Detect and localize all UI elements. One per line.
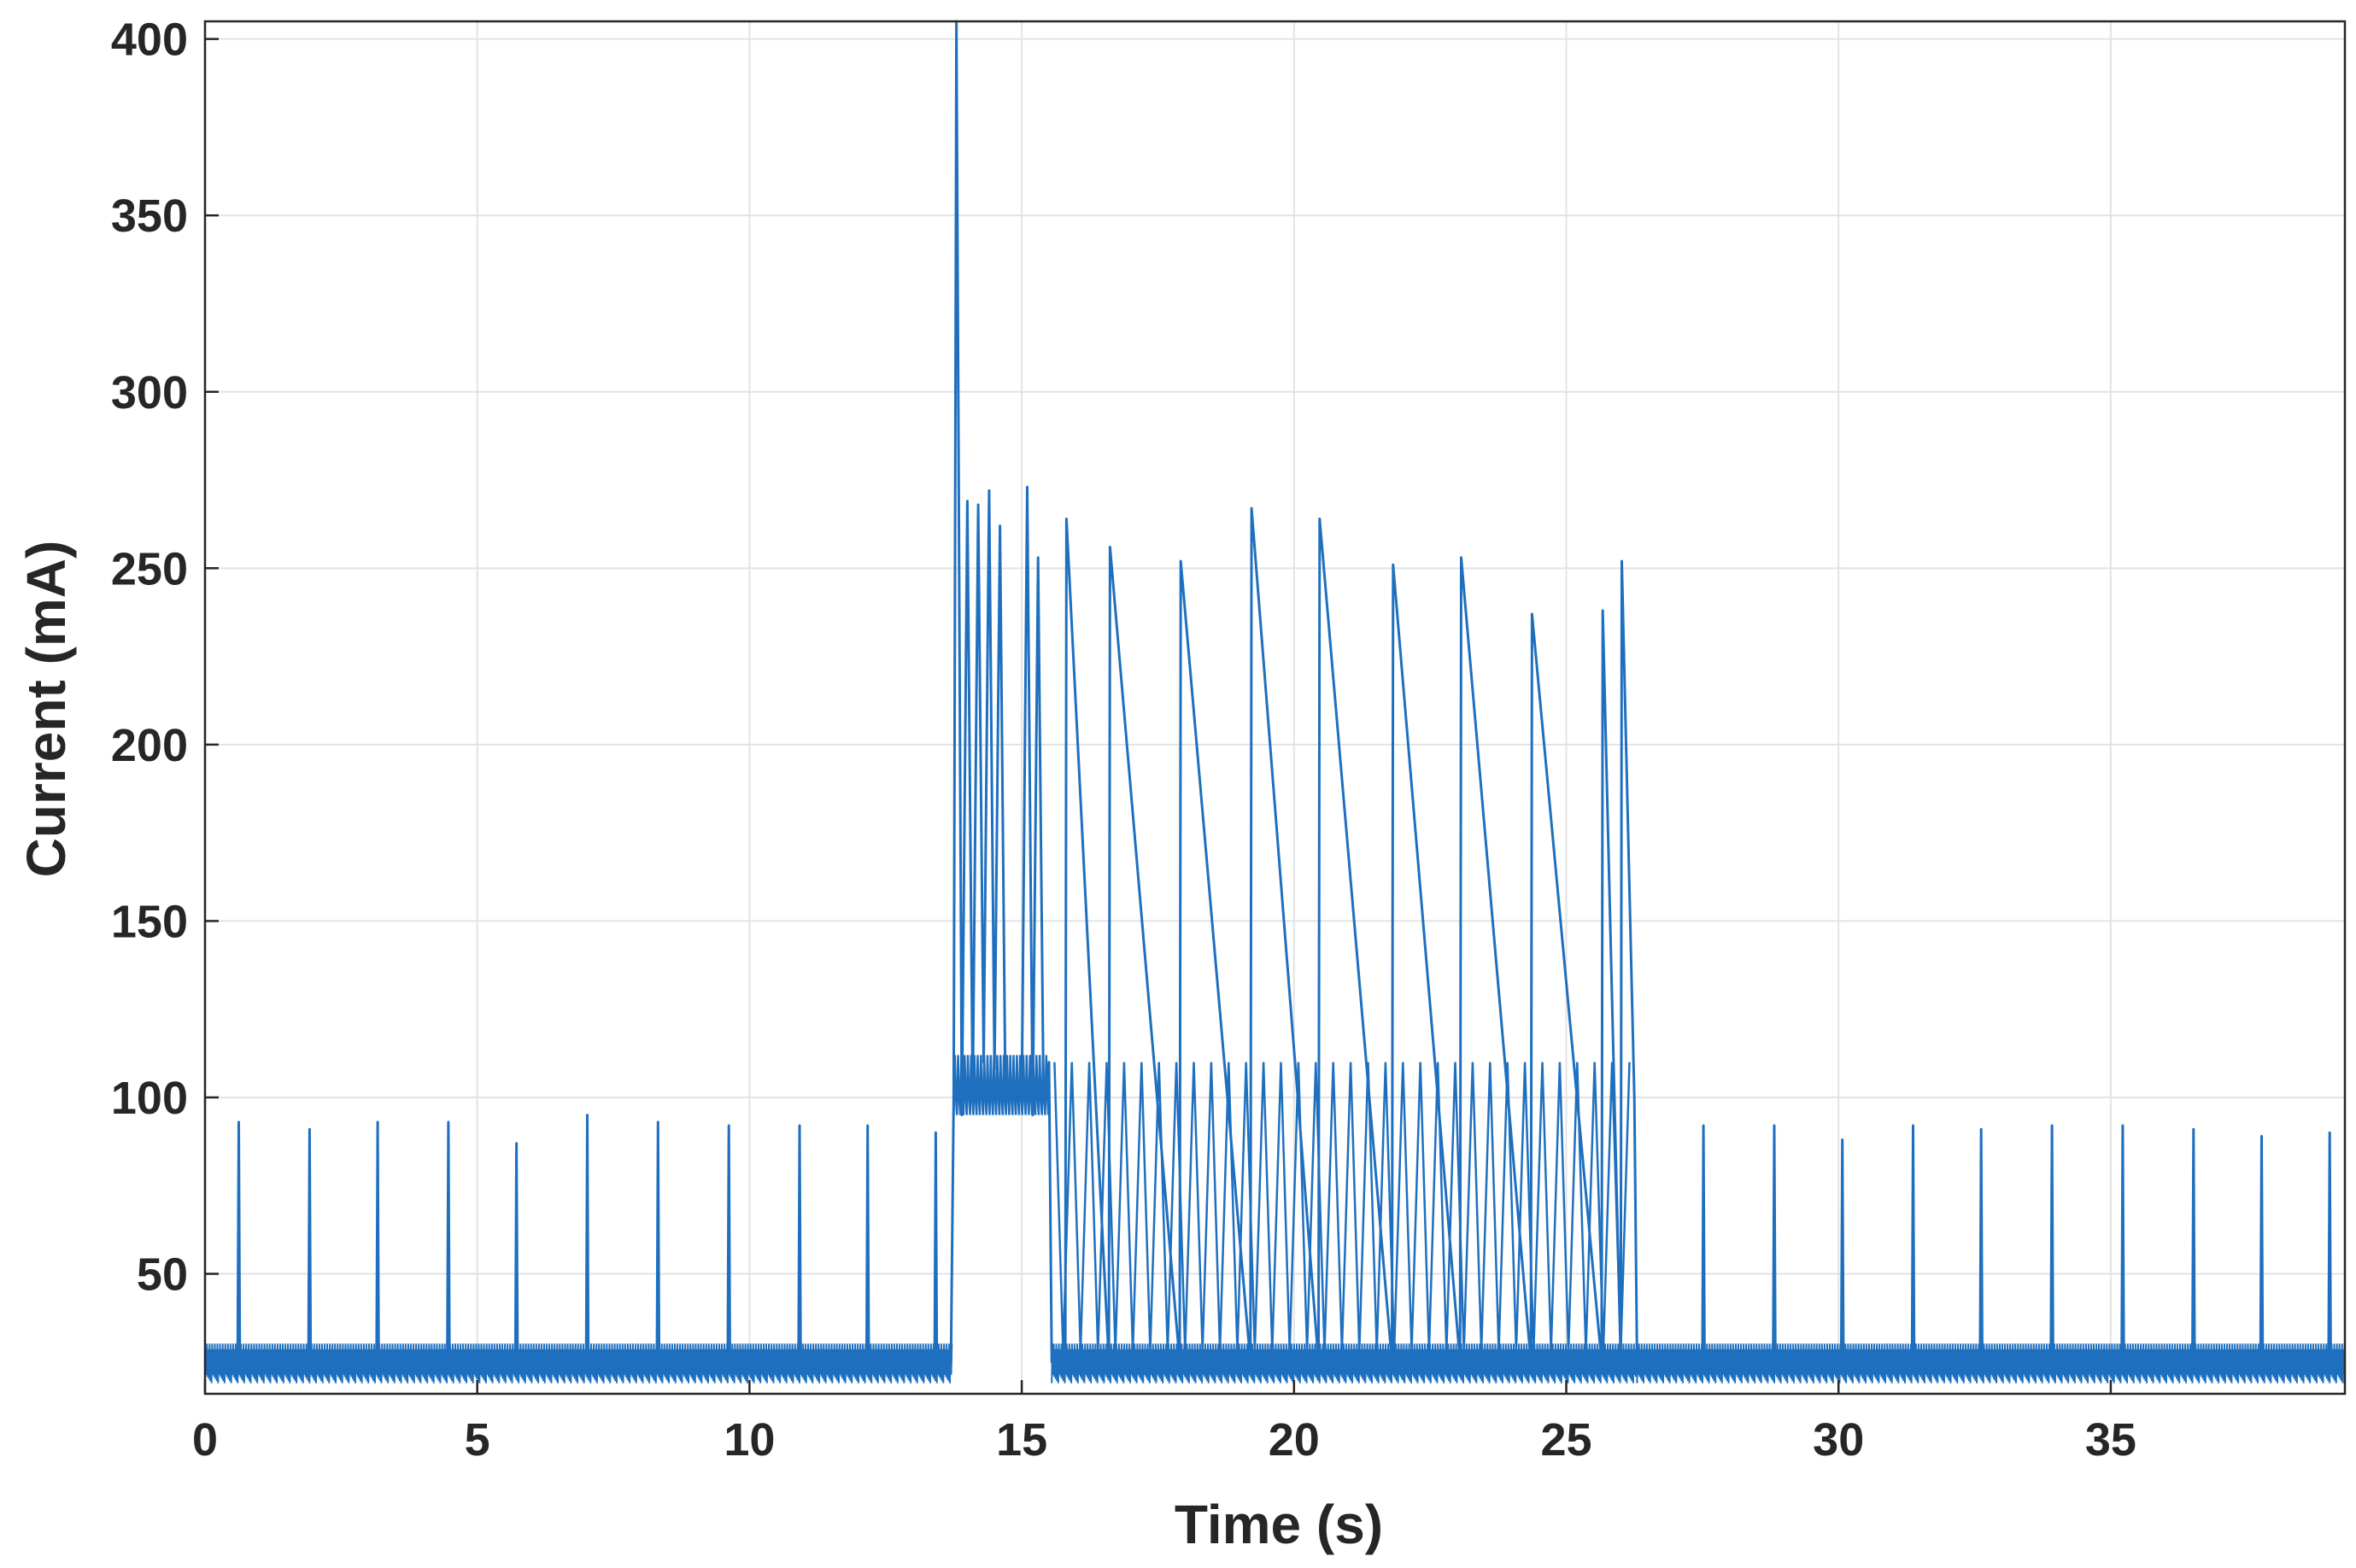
y-axis-label: Current (mA) bbox=[15, 541, 77, 878]
active-oscillation bbox=[1053, 1062, 1631, 1352]
x-tick-label: 25 bbox=[1540, 1414, 1591, 1466]
series-layer bbox=[204, 20, 2346, 1384]
y-tick-label: 100 bbox=[111, 1073, 188, 1124]
y-tick-label: 400 bbox=[111, 15, 188, 66]
x-tick-label: 5 bbox=[465, 1414, 490, 1466]
x-tick-label: 20 bbox=[1269, 1414, 1320, 1466]
x-tick-label: 30 bbox=[1813, 1414, 1864, 1466]
y-tick-label: 250 bbox=[111, 543, 188, 594]
y-tick-label: 350 bbox=[111, 190, 188, 242]
y-tick-label: 150 bbox=[111, 896, 188, 947]
ticks: 0 5 10 15 20 25 30 35 50 100 150 200 250 300 350 400 bbox=[111, 15, 2136, 1466]
series bbox=[204, 20, 2346, 1384]
y-tick-label: 300 bbox=[111, 367, 188, 418]
grid bbox=[204, 21, 2345, 1394]
series-line bbox=[205, 20, 2345, 1364]
x-tick-label: 35 bbox=[2085, 1414, 2136, 1466]
x-tick-label: 0 bbox=[192, 1414, 218, 1466]
baseline-noise bbox=[1051, 1343, 1638, 1384]
x-tick-label: 15 bbox=[996, 1414, 1047, 1466]
baseline-noise bbox=[204, 1343, 953, 1384]
y-tick-label: 50 bbox=[137, 1249, 188, 1301]
plot-frame bbox=[203, 20, 2347, 1395]
y-tick-label: 200 bbox=[111, 720, 188, 771]
baseline-noise bbox=[1636, 1343, 2346, 1384]
x-axis-label: Time (s) bbox=[1175, 1494, 1383, 1555]
x-tick-label: 10 bbox=[724, 1414, 775, 1466]
